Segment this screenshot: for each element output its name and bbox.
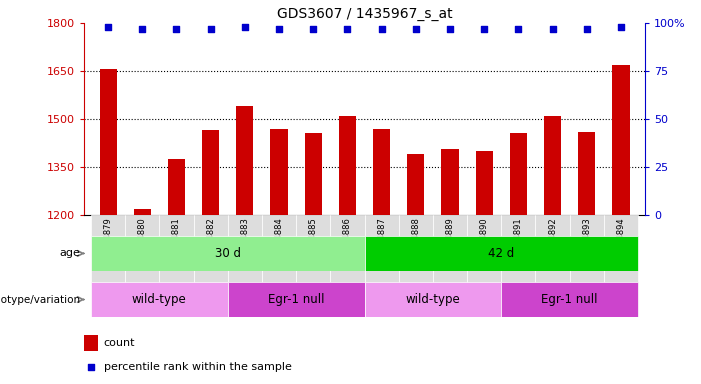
Text: GSM424880: GSM424880 bbox=[138, 217, 147, 268]
Bar bbox=[125, 215, 159, 286]
Bar bbox=[373, 129, 390, 215]
Bar bbox=[544, 116, 561, 215]
Bar bbox=[570, 215, 604, 286]
Point bbox=[86, 364, 97, 370]
Point bbox=[171, 26, 182, 32]
Bar bbox=[501, 215, 536, 286]
Point bbox=[479, 26, 490, 32]
Text: GSM424894: GSM424894 bbox=[616, 217, 625, 268]
Text: GSM424893: GSM424893 bbox=[583, 217, 591, 268]
Bar bbox=[168, 159, 185, 215]
Point bbox=[137, 26, 148, 32]
Bar bbox=[228, 282, 365, 317]
Bar bbox=[604, 215, 638, 286]
Text: GSM424883: GSM424883 bbox=[240, 217, 250, 268]
Text: Egr-1 null: Egr-1 null bbox=[541, 293, 598, 306]
Point bbox=[273, 26, 285, 32]
Text: GSM424889: GSM424889 bbox=[446, 217, 454, 268]
Point bbox=[308, 26, 319, 32]
Bar bbox=[84, 335, 98, 351]
Point bbox=[444, 26, 456, 32]
Bar bbox=[296, 215, 330, 286]
Bar bbox=[613, 65, 629, 215]
Text: genotype/variation: genotype/variation bbox=[0, 295, 81, 305]
Text: GSM424885: GSM424885 bbox=[308, 217, 318, 268]
Point bbox=[410, 26, 421, 32]
Bar bbox=[100, 70, 116, 215]
Bar bbox=[339, 116, 356, 215]
Bar bbox=[134, 209, 151, 215]
Text: GSM424890: GSM424890 bbox=[479, 217, 489, 268]
Text: GSM424888: GSM424888 bbox=[411, 217, 421, 268]
Bar bbox=[159, 215, 193, 286]
Bar bbox=[365, 282, 501, 317]
Bar bbox=[202, 130, 219, 215]
Bar bbox=[467, 215, 501, 286]
Text: GSM424887: GSM424887 bbox=[377, 217, 386, 268]
Bar bbox=[442, 149, 458, 215]
Bar bbox=[476, 151, 493, 215]
Text: GSM424884: GSM424884 bbox=[275, 217, 283, 268]
Bar bbox=[407, 154, 424, 215]
Bar bbox=[501, 282, 638, 317]
Bar bbox=[236, 106, 253, 215]
Text: 30 d: 30 d bbox=[215, 247, 240, 260]
Bar bbox=[91, 215, 125, 286]
Bar bbox=[305, 134, 322, 215]
Bar bbox=[193, 215, 228, 286]
Bar bbox=[433, 215, 467, 286]
Text: GSM424879: GSM424879 bbox=[104, 217, 113, 268]
Point bbox=[581, 26, 592, 32]
Point bbox=[376, 26, 387, 32]
Bar bbox=[578, 132, 595, 215]
Bar bbox=[91, 282, 228, 317]
Text: Egr-1 null: Egr-1 null bbox=[268, 293, 325, 306]
Bar bbox=[365, 236, 638, 271]
Text: GSM424891: GSM424891 bbox=[514, 217, 523, 268]
Text: age: age bbox=[60, 248, 81, 258]
Bar bbox=[330, 215, 365, 286]
Point bbox=[615, 24, 627, 30]
Point bbox=[102, 24, 114, 30]
Bar bbox=[262, 215, 296, 286]
Title: GDS3607 / 1435967_s_at: GDS3607 / 1435967_s_at bbox=[277, 7, 452, 21]
Bar bbox=[91, 236, 365, 271]
Text: percentile rank within the sample: percentile rank within the sample bbox=[104, 362, 292, 372]
Bar bbox=[365, 215, 399, 286]
Text: GSM424886: GSM424886 bbox=[343, 217, 352, 268]
Bar bbox=[536, 215, 570, 286]
Point bbox=[342, 26, 353, 32]
Point bbox=[547, 26, 558, 32]
Point bbox=[239, 24, 250, 30]
Text: count: count bbox=[104, 338, 135, 348]
Point bbox=[513, 26, 524, 32]
Text: wild-type: wild-type bbox=[132, 293, 186, 306]
Point bbox=[205, 26, 216, 32]
Text: 42 d: 42 d bbox=[488, 247, 515, 260]
Bar bbox=[228, 215, 262, 286]
Text: GSM424892: GSM424892 bbox=[548, 217, 557, 268]
Text: GSM424882: GSM424882 bbox=[206, 217, 215, 268]
Bar bbox=[271, 129, 287, 215]
Text: wild-type: wild-type bbox=[406, 293, 461, 306]
Bar bbox=[399, 215, 433, 286]
Text: GSM424881: GSM424881 bbox=[172, 217, 181, 268]
Bar bbox=[510, 134, 527, 215]
